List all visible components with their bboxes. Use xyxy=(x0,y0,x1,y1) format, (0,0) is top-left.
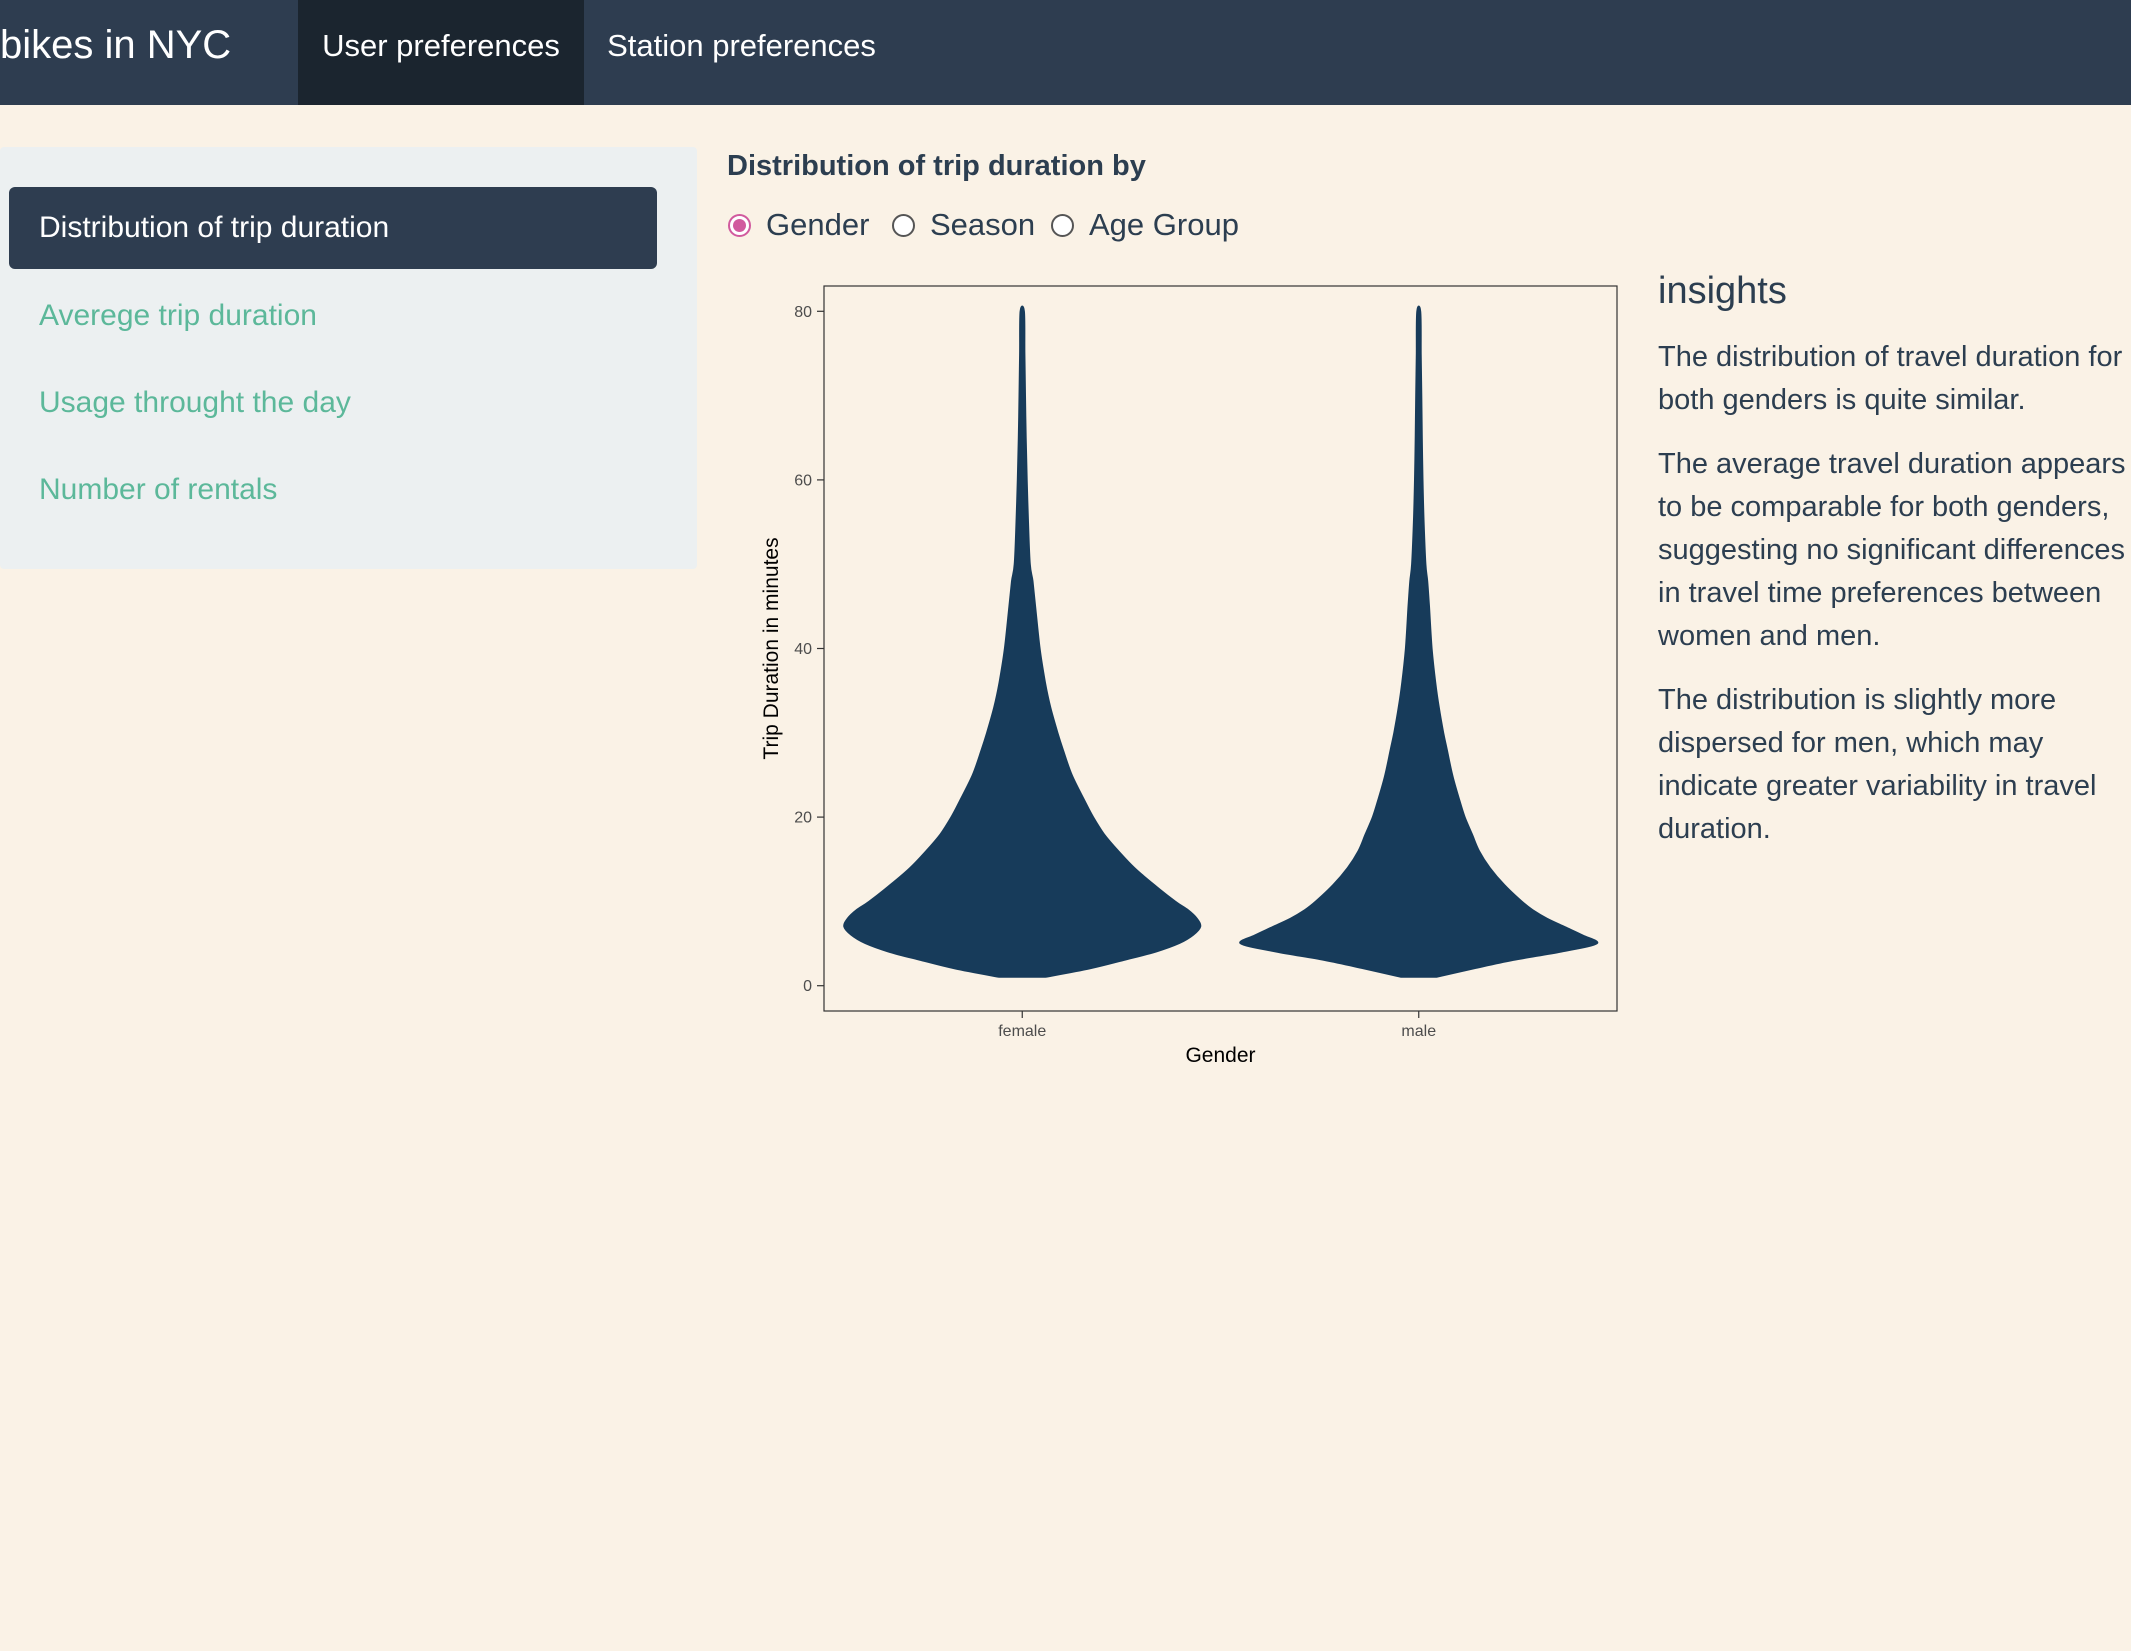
tab-station-preferences[interactable]: Station preferences xyxy=(607,28,876,63)
y-tick-label-60: 60 xyxy=(794,472,812,489)
app-title: bikes in NYC xyxy=(0,23,232,67)
violin-chart: 0 20 40 60 80 female male Gender Trip Duration i… xyxy=(760,285,1618,1067)
y-axis-title: Trip Duration in minutes xyxy=(760,537,783,759)
insights-panel: insights The distribution of travel dura… xyxy=(1658,270,2128,872)
tab-user-preferences[interactable]: User preferences xyxy=(298,0,584,105)
radio-label-age-group: Age Group xyxy=(1089,207,1239,242)
x-axis-title: Gender xyxy=(1185,1044,1255,1067)
x-tick-label-male: male xyxy=(1401,1023,1436,1040)
radio-button-age-group[interactable] xyxy=(1051,213,1074,237)
radio-gender[interactable]: Gender xyxy=(728,205,869,245)
axis-layer: 0 20 40 60 80 female male Gender Trip Duration i… xyxy=(760,285,1618,1067)
sidebar-item-average-trip-duration[interactable]: Averege trip duration xyxy=(39,299,317,332)
violin-female xyxy=(843,305,1202,978)
sidebar-item-number-of-rentals[interactable]: Number of rentals xyxy=(39,473,278,506)
radio-label-gender: Gender xyxy=(766,207,870,242)
sidebar: Distribution of trip duration Averege tr… xyxy=(0,147,697,569)
insight-paragraph-2: The average travel duration appears to b… xyxy=(1658,447,2126,652)
radio-button-gender[interactable] xyxy=(728,213,751,237)
radio-season[interactable]: Season xyxy=(892,205,1035,245)
navbar: bikes in NYC User preferences Station pr… xyxy=(0,0,2131,105)
plot-layer xyxy=(843,305,1599,978)
radio-button-season[interactable] xyxy=(892,213,915,237)
insights-title: insights xyxy=(1658,270,1787,312)
insight-paragraph-3: The distribution is slightly more disper… xyxy=(1658,683,2097,845)
insight-paragraph-1: The distribution of travel duration for … xyxy=(1658,340,2123,416)
y-tick-label-0: 0 xyxy=(803,978,812,995)
y-tick-label-20: 20 xyxy=(794,810,812,827)
x-tick-label-female: female xyxy=(998,1023,1046,1040)
y-tick-label-40: 40 xyxy=(794,641,812,658)
sidebar-item-distribution-of-trip-duration[interactable]: Distribution of trip duration xyxy=(9,187,657,269)
y-tick-label-80: 80 xyxy=(794,304,812,321)
radio-group-label: Distribution of trip duration by xyxy=(727,150,1146,182)
violin-male xyxy=(1239,305,1599,978)
radio-age-group[interactable]: Age Group xyxy=(1051,205,1239,245)
sidebar-item-usage-through-the-day[interactable]: Usage throught the day xyxy=(39,386,351,419)
radio-label-season: Season xyxy=(930,207,1036,242)
